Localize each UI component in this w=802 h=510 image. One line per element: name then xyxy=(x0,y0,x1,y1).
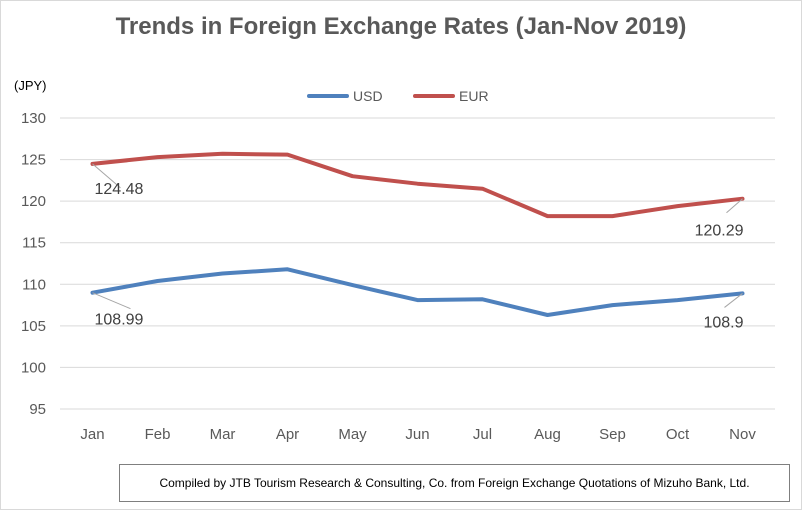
legend: USD EUR xyxy=(307,88,489,104)
gridlines xyxy=(60,117,775,410)
y-tick-label: 115 xyxy=(22,235,46,252)
data-label: 108.9 xyxy=(703,314,743,331)
x-tick-label: Jan xyxy=(80,426,104,443)
x-tick-label: May xyxy=(338,426,367,443)
x-tick-label: Jul xyxy=(473,426,492,443)
data-label: 124.48 xyxy=(95,181,144,198)
x-tick-label: Feb xyxy=(145,426,171,443)
source-note: Compiled by JTB Tourism Research & Consu… xyxy=(119,464,790,502)
x-tick-label: Oct xyxy=(666,426,690,443)
series-lines xyxy=(90,151,745,317)
x-tick-labels: Jan Feb Mar Apr May Jun Jul Aug Sep Oct Nov xyxy=(80,426,756,443)
data-labels: 124.48 120.29 108.99 108.9 xyxy=(92,163,744,331)
chart-title: Trends in Foreign Exchange Rates (Jan-No… xyxy=(116,13,687,40)
leader-line xyxy=(92,292,131,310)
leader-line xyxy=(92,163,121,189)
x-tick-label: Apr xyxy=(276,426,299,443)
y-tick-label: 125 xyxy=(21,152,46,169)
x-tick-label: Nov xyxy=(729,426,756,443)
leader-line xyxy=(724,293,743,308)
y-tick-label: 110 xyxy=(22,276,46,293)
series-line-usd xyxy=(90,267,745,317)
y-tick-label: 130 xyxy=(21,110,46,127)
leader-line xyxy=(726,198,743,214)
y-tick-labels: 95 100 105 110 115 120 125 130 xyxy=(21,110,46,418)
data-label: 120.29 xyxy=(695,223,744,240)
series-line-eur xyxy=(90,151,745,219)
legend-label: EUR xyxy=(459,88,489,104)
y-tick-label: 120 xyxy=(21,193,46,210)
x-tick-label: Mar xyxy=(210,426,236,443)
x-tick-label: Jun xyxy=(405,426,429,443)
x-tick-label: Sep xyxy=(599,426,626,443)
data-label: 108.99 xyxy=(95,312,144,329)
y-tick-label: 105 xyxy=(21,318,46,335)
y-tick-label: 100 xyxy=(21,359,46,376)
legend-label: USD xyxy=(353,88,383,104)
y-tick-label: 95 xyxy=(29,401,46,418)
y-axis-unit-label: (JPY) xyxy=(14,78,47,93)
x-tick-label: Aug xyxy=(534,426,561,443)
